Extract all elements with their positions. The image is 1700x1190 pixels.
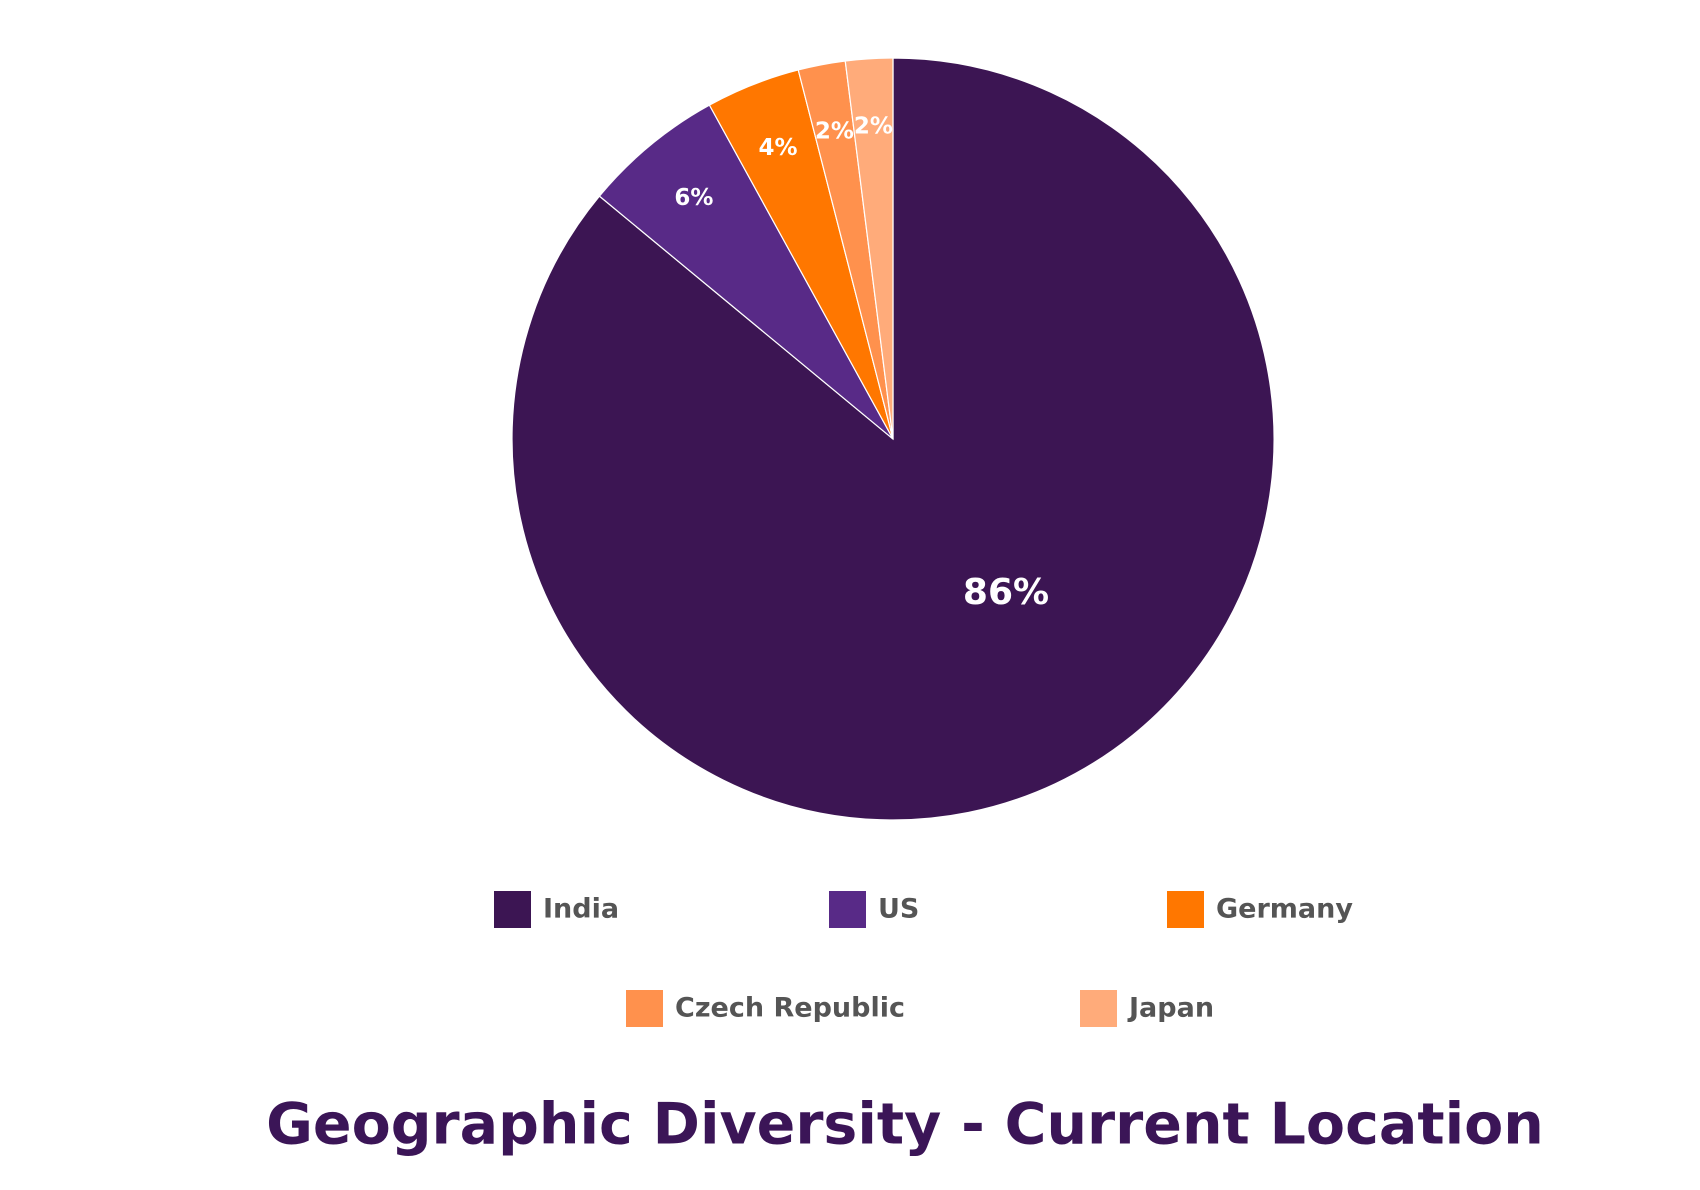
legend-label: Japan [1127,993,1214,1024]
value-label: 6% [674,185,713,211]
legend-swatch [494,891,531,928]
value-label: 2% [854,114,893,140]
value-label: 2% [815,119,854,145]
legend-label: Czech Republic [675,993,905,1024]
legend-label: Germany [1216,894,1353,925]
value-label: 86% [963,572,1049,613]
pie-slice [844,57,894,440]
legend-swatch [1080,990,1117,1027]
chart-title: Geographic Diversity - Current Location [266,1092,1544,1158]
legend-label: US [878,894,919,925]
legend-swatch [1167,891,1204,928]
legend-swatch [626,990,663,1027]
value-label: 4% [758,135,797,161]
legend-label: India [543,894,619,925]
pie-slice [598,104,894,440]
legend-swatch [829,891,866,928]
